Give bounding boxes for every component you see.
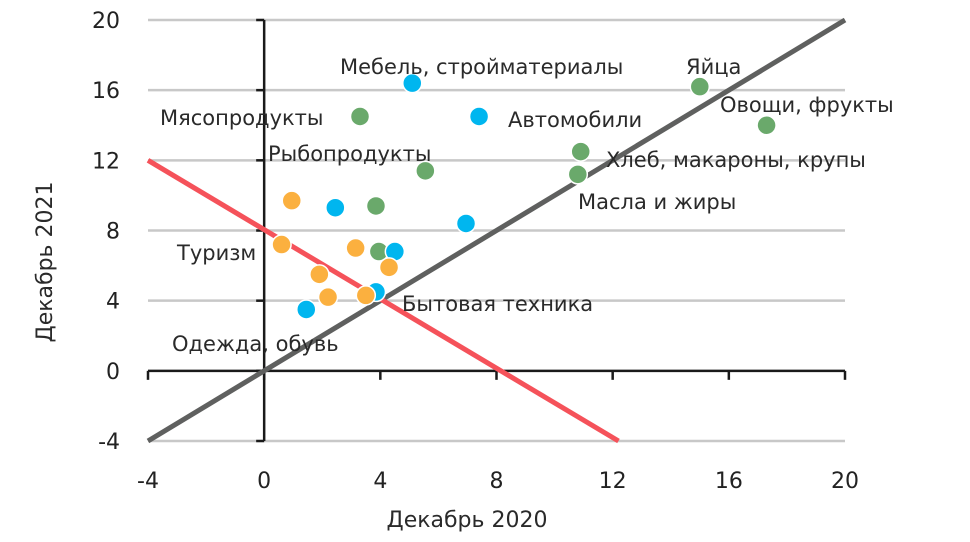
point-label: Автомобили (508, 108, 642, 132)
orange-data-point (309, 264, 330, 285)
point-label: Одежда, обувь (172, 332, 339, 356)
y-axis-title: Декабрь 2021 (33, 182, 58, 343)
green-data-point (349, 106, 371, 127)
blue-data-point (402, 72, 423, 94)
tick-labels: -4 0 4 8 12 16 20 20 16 12 8 4 0 -4 (92, 9, 859, 494)
green-data-point (756, 115, 777, 136)
green-data-point (415, 160, 436, 182)
x-tick-label: 4 (373, 469, 387, 494)
point-labels: Мебель, стройматериалы Яйца Мясопродукты Ав… (160, 55, 894, 356)
orange-data-point (355, 285, 377, 306)
x-tick-label: 20 (831, 469, 859, 494)
reference-lines (146, 17, 847, 444)
orange-data-point (271, 234, 292, 255)
blue-data-point (296, 299, 317, 320)
point-label: Овощи, фрукты (720, 93, 894, 117)
point-label: Хлеб, макароны, крупы (606, 148, 866, 172)
blue-data-point (468, 106, 490, 127)
x-tick-label: -4 (137, 469, 159, 494)
orange-data-point (345, 237, 366, 259)
y-tick-label: 20 (92, 9, 120, 34)
point-label: Туризм (176, 241, 256, 265)
x-axis-title: Декабрь 2020 (387, 508, 548, 533)
point-label: Мебель, стройматериалы (340, 55, 623, 79)
data-points (271, 72, 777, 320)
point-label: Мясопродукты (160, 106, 324, 130)
point-label: Бытовая техника (402, 292, 593, 316)
y-tick-label: -4 (98, 430, 120, 455)
y-tick-label: 12 (92, 149, 120, 174)
point-label: Рыбопродукты (268, 142, 431, 166)
point-label: Масла и жиры (578, 190, 736, 214)
y-tick-label: 16 (92, 79, 120, 104)
y-tick-label: 0 (106, 360, 120, 385)
point-label: Яйца (686, 55, 741, 79)
x-tick-label: 16 (715, 469, 743, 494)
orange-data-point (281, 190, 303, 211)
green-data-point (689, 76, 711, 97)
green-data-point (570, 141, 591, 162)
y-tick-label: 8 (106, 220, 120, 245)
y-tick-label: 4 (106, 290, 120, 315)
blue-data-point (325, 197, 346, 218)
red-reference-line (146, 158, 620, 444)
x-tick-label: 0 (257, 469, 271, 494)
orange-data-point (317, 286, 339, 308)
green-data-point (567, 164, 589, 185)
x-tick-label: 8 (490, 469, 504, 494)
orange-data-point (378, 257, 400, 278)
blue-data-point (455, 213, 477, 234)
diagonal-reference-line (146, 17, 847, 444)
x-tick-label: 12 (599, 469, 627, 494)
green-data-point (365, 195, 387, 217)
